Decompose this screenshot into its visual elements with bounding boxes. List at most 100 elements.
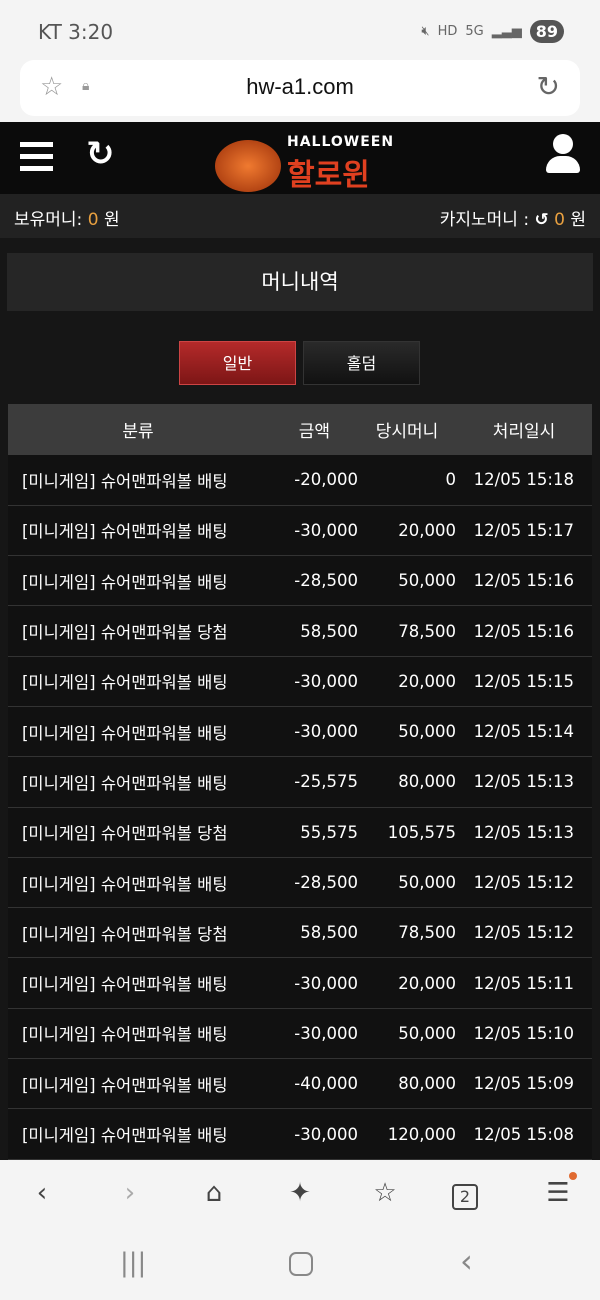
home-icon[interactable]: ⌂: [205, 1178, 223, 1208]
row-amount: -40,000: [268, 1058, 358, 1110]
row-date: 12/05 15:18: [456, 455, 592, 506]
row-balance: 50,000: [358, 706, 456, 758]
menu-more-icon[interactable]: ☰: [546, 1178, 570, 1208]
table-row: [미니게임] 슈어맨파워볼 배팅 -30,000 20,000 12/05 15:17: [8, 505, 592, 557]
tab-holdem[interactable]: 홀덤: [303, 341, 420, 385]
row-date: 12/05 15:16: [456, 555, 592, 607]
row-date: 12/05 15:14: [456, 706, 592, 758]
row-amount: 58,500: [268, 605, 358, 657]
logo-main-text: 할로윈: [287, 158, 370, 193]
tabs-icon[interactable]: 2: [452, 1184, 478, 1210]
row-category: [미니게임] 슈어맨파워볼 배팅: [8, 706, 268, 758]
row-category: [미니게임] 슈어맨파워볼 배팅: [8, 756, 268, 808]
refresh-icon[interactable]: ↻: [86, 134, 115, 174]
recent-apps-icon[interactable]: |||: [120, 1248, 147, 1278]
row-balance: 0: [358, 455, 456, 506]
row-amount: -25,575: [268, 756, 358, 808]
bookmarks-icon[interactable]: ☆: [373, 1178, 397, 1208]
menu-icon[interactable]: [20, 142, 53, 171]
mute-icon: 🔇︎: [421, 24, 430, 39]
home-nav-icon[interactable]: [289, 1252, 313, 1276]
address-bar[interactable]: ☆ 🔒︎ hw-a1.com ↻: [20, 60, 580, 116]
pumpkin-icon: [215, 140, 281, 192]
held-money: 보유머니: 0 원: [14, 205, 120, 230]
lock-icon: 🔒︎: [82, 78, 90, 94]
row-category: [미니게임] 슈어맨파워볼 배팅: [8, 656, 268, 707]
header-balance: 당시머니: [358, 404, 456, 455]
back-icon[interactable]: ‹: [36, 1178, 48, 1208]
row-category: [미니게임] 슈어맨파워볼 배팅: [8, 455, 268, 506]
row-amount: -28,500: [268, 857, 358, 909]
hd-icon: HD: [437, 24, 458, 39]
row-category: [미니게임] 슈어맨파워볼 당첨: [8, 807, 268, 858]
row-amount: -30,000: [268, 656, 358, 707]
browser-toolbar: ‹ › ⌂ ✦ ☆ 2 ☰: [0, 1160, 600, 1300]
table-row: [미니게임] 슈어맨파워볼 배팅 -30,000 20,000 12/05 15:15: [8, 656, 592, 707]
reload-icon[interactable]: ↻: [536, 70, 560, 103]
row-category: [미니게임] 슈어맨파워볼 배팅: [8, 957, 268, 1009]
table-row: [미니게임] 슈어맨파워볼 배팅 -20,000 0 12/05 15:18: [8, 455, 592, 506]
row-category: [미니게임] 슈어맨파워볼 배팅: [8, 555, 268, 607]
row-date: 12/05 15:13: [456, 756, 592, 808]
user-icon[interactable]: [546, 134, 580, 174]
star-icon[interactable]: ☆: [40, 72, 64, 102]
row-amount: 58,500: [268, 907, 358, 959]
row-date: 12/05 15:08: [456, 1108, 592, 1160]
row-date: 12/05 15:15: [456, 656, 592, 707]
held-money-unit: 원: [103, 210, 120, 230]
battery-badge: 89: [529, 20, 564, 43]
row-date: 12/05 15:17: [456, 505, 592, 557]
url-text[interactable]: hw-a1.com: [246, 74, 354, 99]
carrier-time: KT 3:20: [38, 20, 114, 44]
row-amount: -30,000: [268, 957, 358, 1009]
table-row: [미니게임] 슈어맨파워볼 배팅 -30,000 120,000 12/05 15:0…: [8, 1108, 592, 1160]
row-amount: -20,000: [268, 455, 358, 506]
money-history-table: 분류 금액 당시머니 처리일시 [미니게임] 슈어맨파워볼 배팅 -20,000 0…: [8, 404, 592, 1160]
row-balance: 78,500: [358, 907, 456, 959]
table-row: [미니게임] 슈어맨파워볼 배팅 -30,000 50,000 12/05 15:10: [8, 1008, 592, 1060]
forward-icon[interactable]: ›: [124, 1178, 136, 1208]
row-amount: 55,575: [268, 807, 358, 858]
row-balance: 20,000: [358, 656, 456, 707]
back-nav-icon[interactable]: ‹: [460, 1242, 473, 1280]
table-row: [미니게임] 슈어맨파워볼 배팅 -28,500 50,000 12/05 15:16: [8, 555, 592, 607]
logo[interactable]: HALLOWEEN 할로윈: [213, 130, 393, 193]
row-balance: 20,000: [358, 957, 456, 1009]
row-date: 12/05 15:13: [456, 807, 592, 858]
row-balance: 50,000: [358, 555, 456, 607]
table-row: [미니게임] 슈어맨파워볼 당첨 58,500 78,500 12/05 15:12: [8, 907, 592, 959]
row-category: [미니게임] 슈어맨파워볼 배팅: [8, 1108, 268, 1160]
row-balance: 78,500: [358, 605, 456, 657]
row-balance: 80,000: [358, 756, 456, 808]
row-date: 12/05 15:12: [456, 857, 592, 909]
tab-general[interactable]: 일반: [179, 341, 296, 385]
row-date: 12/05 15:11: [456, 957, 592, 1009]
table-header: 분류 금액 당시머니 처리일시: [8, 404, 592, 455]
row-date: 12/05 15:09: [456, 1058, 592, 1110]
row-category: [미니게임] 슈어맨파워볼 배팅: [8, 505, 268, 557]
row-balance: 20,000: [358, 505, 456, 557]
casino-money-label: 카지노머니 :: [439, 210, 530, 230]
page-title: 머니내역: [7, 253, 593, 311]
table-row: [미니게임] 슈어맨파워볼 배팅 -30,000 50,000 12/05 15:14: [8, 706, 592, 758]
header-date: 처리일시: [456, 404, 592, 455]
row-balance: 80,000: [358, 1058, 456, 1110]
row-amount: -30,000: [268, 1008, 358, 1060]
status-bar: KT 3:20 🔇︎ HD 5G ▂▃▅ 89: [0, 0, 600, 58]
row-amount: -30,000: [268, 505, 358, 557]
row-balance: 50,000: [358, 857, 456, 909]
table-row: [미니게임] 슈어맨파워볼 배팅 -25,575 80,000 12/05 15:13: [8, 756, 592, 808]
casino-money-value: 0: [554, 210, 565, 230]
sparkle-icon[interactable]: ✦: [289, 1178, 311, 1208]
table-row: [미니게임] 슈어맨파워볼 당첨 55,575 105,575 12/05 15:13: [8, 807, 592, 858]
header-category: 분류: [8, 404, 268, 455]
row-amount: -30,000: [268, 1108, 358, 1160]
site-header: ↻ HALLOWEEN 할로윈: [0, 122, 600, 194]
table-row: [미니게임] 슈어맨파워볼 배팅 -40,000 80,000 12/05 15:09: [8, 1058, 592, 1110]
row-date: 12/05 15:16: [456, 605, 592, 657]
row-amount: -30,000: [268, 706, 358, 758]
held-money-label: 보유머니:: [14, 210, 83, 230]
row-amount: -28,500: [268, 555, 358, 607]
casino-refresh-icon[interactable]: ↺: [534, 210, 549, 230]
row-date: 12/05 15:10: [456, 1008, 592, 1060]
